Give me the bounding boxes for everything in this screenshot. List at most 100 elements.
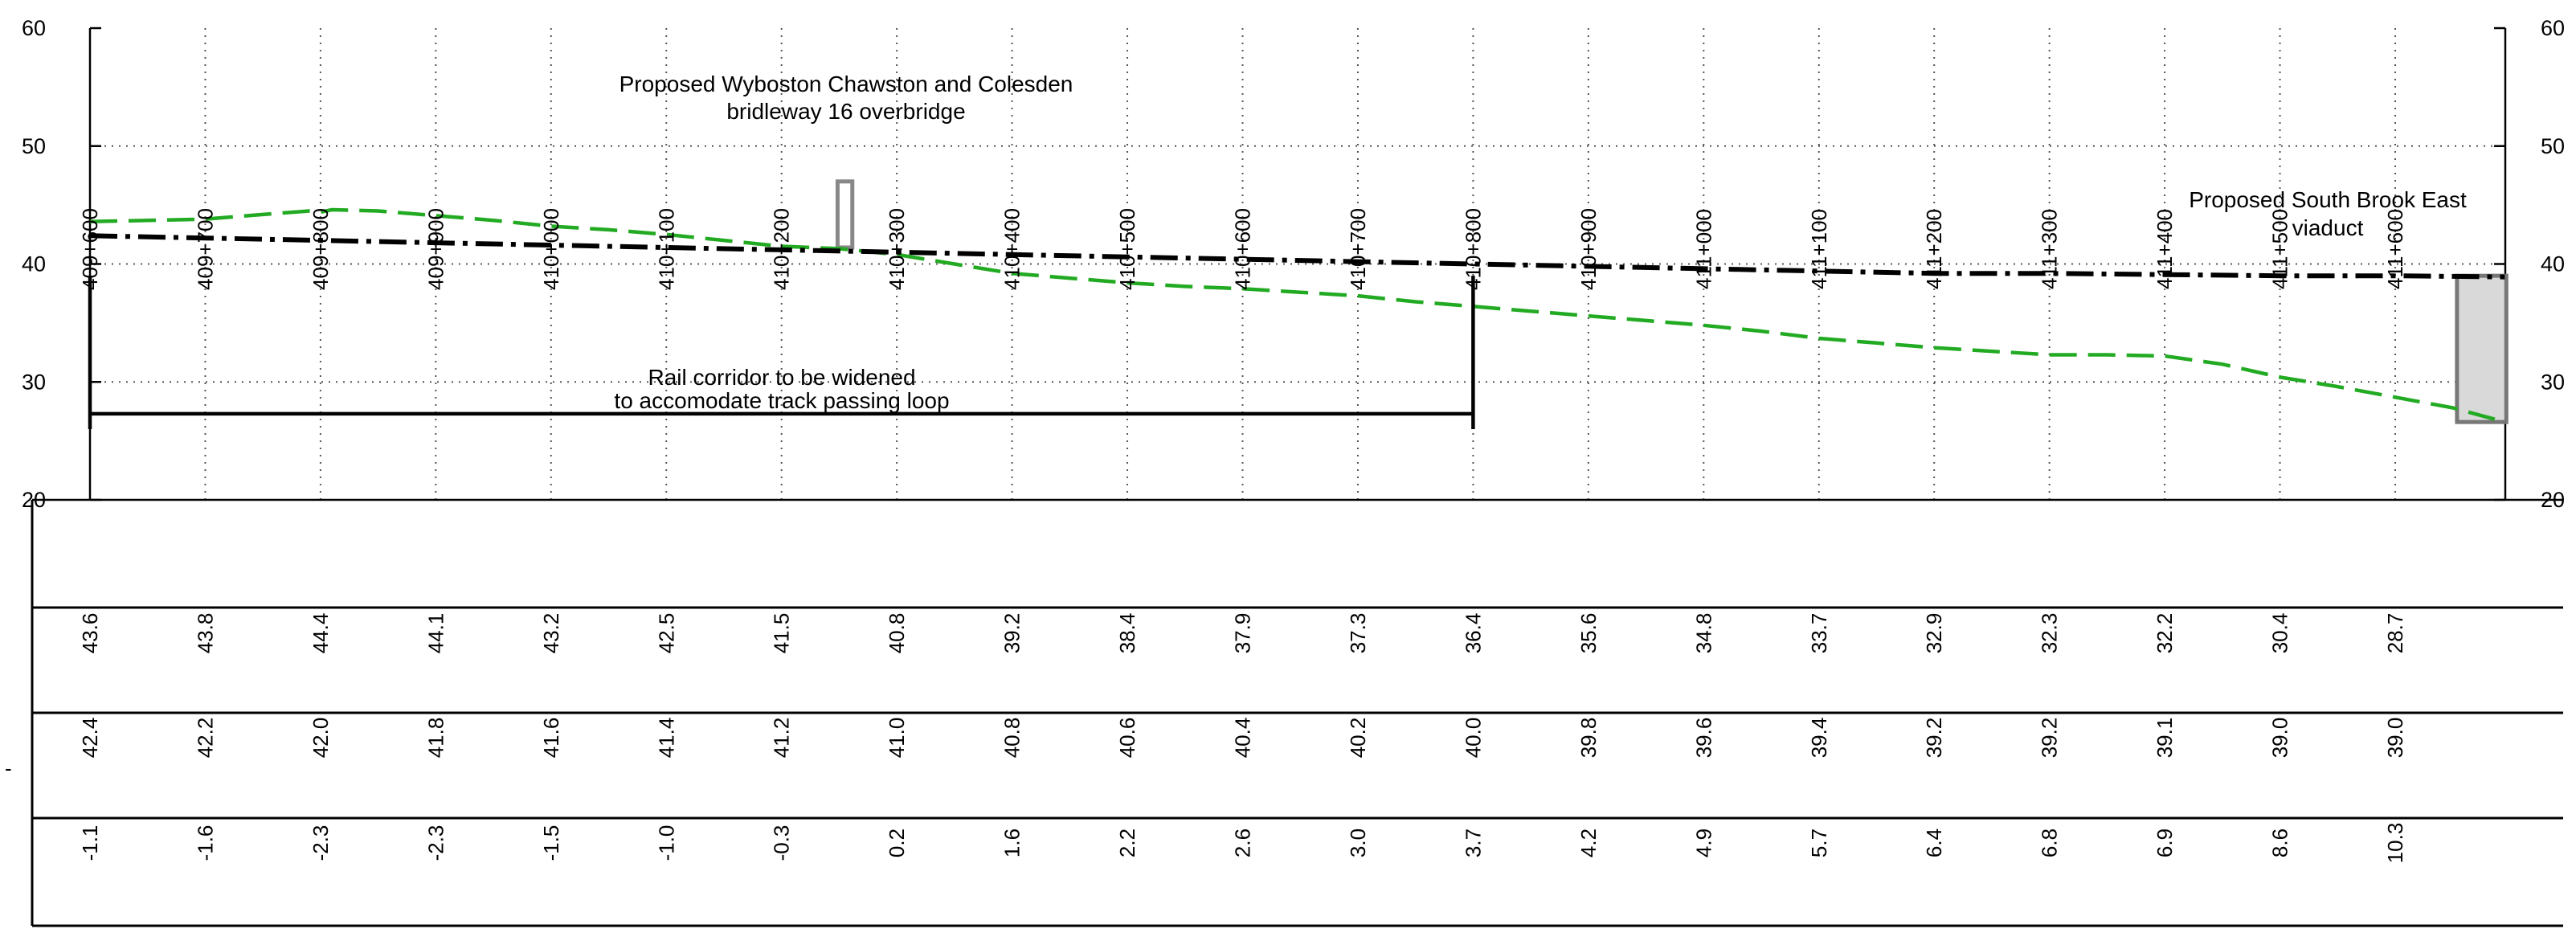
difference-value: 6.8 — [2038, 829, 2062, 857]
chainage-label: 411+100 — [1807, 209, 1831, 289]
chainage-label: 411+000 — [1691, 209, 1715, 289]
viaduct-annotation-line1: Proposed South Brook East — [2189, 187, 2467, 212]
difference-value: -1.1 — [78, 825, 102, 861]
ground-level-value: 41.5 — [770, 613, 794, 654]
chainage-label: 411+200 — [1922, 209, 1946, 289]
track-level-value: 42.4 — [78, 718, 102, 759]
track-level-value: 39.2 — [2038, 718, 2062, 759]
viaduct-structure — [2455, 273, 2509, 424]
chainage-label: 410+200 — [770, 208, 794, 290]
difference-value: -1.0 — [654, 825, 678, 861]
track-level-value: 41.4 — [654, 718, 678, 759]
chainage-label: 410+500 — [1115, 208, 1139, 290]
chainage-label: 410+100 — [654, 208, 678, 290]
ground-level-value: 44.1 — [423, 613, 448, 654]
left-y-tick-label: 40 — [22, 252, 46, 276]
overbridge-structure — [835, 179, 855, 250]
left-y-tick-label: 50 — [22, 134, 46, 158]
track-level-value: 42.0 — [309, 718, 333, 759]
track-level-value: 39.8 — [1576, 718, 1601, 759]
ground-level-value: 37.3 — [1346, 613, 1370, 654]
track-level-value: 39.4 — [1807, 718, 1831, 759]
chainage-label: 410+800 — [1461, 208, 1485, 290]
difference-value: 6.4 — [1922, 829, 1946, 857]
track-profile-line — [89, 233, 2505, 280]
chainage-label: 409+600 — [78, 208, 102, 290]
track-level-value: 40.2 — [1346, 718, 1370, 759]
ground-level-value: 39.2 — [1000, 613, 1024, 654]
difference-value: -2.3 — [309, 825, 333, 861]
ground-level-value: 37.9 — [1231, 613, 1255, 654]
chainage-label: 411+600 — [2383, 209, 2407, 289]
left-y-tick-label: 60 — [22, 16, 46, 40]
ground-level-value: 42.5 — [654, 613, 678, 654]
ground-level-value: 43.6 — [78, 613, 102, 654]
chainage-label: 409+900 — [423, 208, 448, 290]
right-y-tick-label: 60 — [2541, 16, 2565, 40]
overbridge-annotation-line2: bridleway 16 overbridge — [726, 99, 965, 124]
ground-level-value: 28.7 — [2383, 613, 2407, 654]
ground-level-value: 33.7 — [1807, 613, 1831, 654]
difference-value: -0.3 — [770, 825, 794, 861]
ground-profile-line — [89, 207, 2505, 424]
ground-level-value: 40.8 — [885, 613, 909, 654]
chainage-label: 411+300 — [2038, 209, 2062, 289]
chainage-label: 411+500 — [2268, 209, 2292, 289]
track-level-value: 39.2 — [1922, 718, 1946, 759]
track-level-value: 41.0 — [885, 718, 909, 759]
track-level-value: 40.8 — [1000, 718, 1024, 759]
left-margin-dash: - — [5, 756, 12, 780]
ground-level-value: 35.6 — [1576, 613, 1601, 654]
chainage-label: 410+400 — [1000, 208, 1024, 290]
difference-value: -2.3 — [423, 825, 448, 861]
ground-level-value: 43.8 — [193, 613, 217, 654]
difference-value: 3.7 — [1461, 829, 1485, 857]
track-level-value: 39.0 — [2383, 718, 2407, 759]
track-level-value: 39.6 — [1691, 718, 1715, 759]
ground-level-value: 32.3 — [2038, 613, 2062, 654]
difference-value: 0.2 — [885, 829, 909, 857]
ground-level-value: 32.2 — [2153, 613, 2177, 654]
chainage-label: 409+800 — [309, 208, 333, 290]
ground-level-value: 36.4 — [1461, 613, 1485, 654]
difference-value: 2.6 — [1231, 829, 1255, 857]
track-level-value: 41.6 — [539, 718, 563, 759]
difference-value: 8.6 — [2268, 829, 2292, 857]
right-y-tick-label: 40 — [2541, 252, 2565, 276]
difference-value: 5.7 — [1807, 829, 1831, 857]
track-level-value: 40.0 — [1461, 718, 1485, 759]
difference-value: 2.2 — [1115, 829, 1139, 857]
chainage-label: 410+900 — [1576, 208, 1601, 290]
ground-level-value: 30.4 — [2268, 613, 2292, 654]
ground-level-value: 38.4 — [1115, 613, 1139, 654]
track-level-value: 42.2 — [193, 718, 217, 759]
chainage-label: 410+300 — [885, 208, 909, 290]
right-y-tick-label: 50 — [2541, 134, 2565, 158]
track-level-value: 41.2 — [770, 718, 794, 759]
track-level-value: 40.4 — [1231, 718, 1255, 759]
right-y-tick-label: 30 — [2541, 370, 2565, 394]
track-level-value: 41.8 — [423, 718, 448, 759]
chainage-label: 410+700 — [1346, 208, 1370, 290]
chainage-label: 410+600 — [1231, 208, 1255, 290]
track-level-value: 40.6 — [1115, 718, 1139, 759]
track-level-value: 39.0 — [2268, 718, 2292, 759]
difference-value: 10.3 — [2383, 823, 2407, 864]
ground-level-value: 44.4 — [309, 613, 333, 654]
corridor-annotation-line1: Rail corridor to be widened — [648, 365, 915, 390]
difference-value: 4.2 — [1576, 829, 1601, 857]
track-level-value: 39.1 — [2153, 718, 2177, 759]
corridor-annotation-line2: to accomodate track passing loop — [614, 388, 949, 413]
difference-value: 6.9 — [2153, 829, 2177, 857]
viaduct-annotation-line2: viaduct — [2292, 215, 2364, 240]
difference-value: -1.6 — [193, 825, 217, 861]
ground-level-value: 34.8 — [1691, 613, 1715, 654]
chainage-label: 410+000 — [539, 208, 563, 290]
difference-value: 1.6 — [1000, 829, 1024, 857]
ground-level-value: 32.9 — [1922, 613, 1946, 654]
difference-value: -1.5 — [539, 825, 563, 861]
chainage-label: 409+700 — [193, 208, 217, 290]
overbridge-annotation-line1: Proposed Wyboston Chawston and Colesden — [619, 72, 1073, 96]
ground-level-value: 43.2 — [539, 613, 563, 654]
